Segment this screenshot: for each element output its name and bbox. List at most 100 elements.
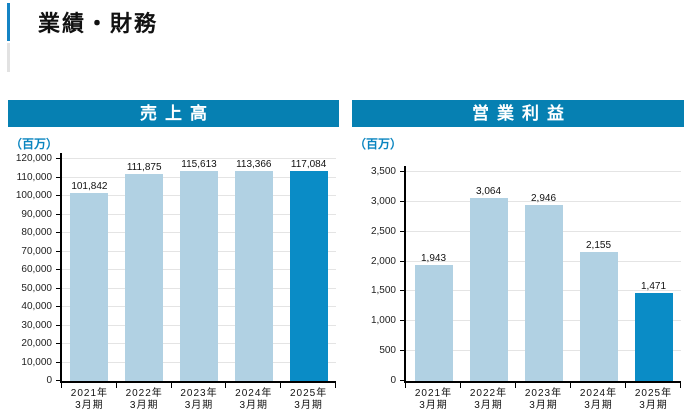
y-tick-label: 2,500 bbox=[370, 225, 396, 237]
y-tick-label: 1,500 bbox=[370, 285, 396, 297]
x-tick-label-period: 3月期 bbox=[75, 400, 104, 411]
operating-profit-chart-panel: 営業利益 （百万） 0 500 1,000 1,500 2,000 2,500 3,000 3… bbox=[352, 100, 684, 416]
bar-value-label: 1,943 bbox=[420, 253, 447, 264]
x-axis-tick bbox=[405, 383, 406, 388]
y-tick-label: 3,500 bbox=[370, 166, 396, 177]
x-tick-label-period: 3月期 bbox=[419, 400, 448, 411]
x-axis-tick bbox=[225, 383, 227, 388]
x-tick-label-period: 3月期 bbox=[239, 400, 269, 411]
x-tick-label-year: 2025年 bbox=[289, 388, 328, 399]
x-axis-line bbox=[60, 381, 336, 383]
y-tick-label: 3,000 bbox=[370, 195, 396, 207]
x-axis-tick bbox=[515, 383, 516, 388]
x-tick-label-year: 2021年 bbox=[414, 388, 453, 399]
y-tick-label: 500 bbox=[379, 345, 396, 357]
y-tick-label: 50,000 bbox=[21, 282, 52, 294]
chart-title-bar: 営業利益 bbox=[352, 100, 684, 127]
x-tick-label-year: 2021年 bbox=[70, 388, 109, 399]
bar bbox=[579, 252, 618, 381]
x-tick-label: 2023年 3月期 bbox=[516, 388, 571, 412]
bar-value-label: 1,471 bbox=[640, 281, 667, 292]
x-tick-label: 2021年 3月期 bbox=[62, 388, 117, 412]
bar-column: 1,471 bbox=[626, 172, 681, 381]
bar bbox=[289, 171, 328, 381]
bar-chart: 0 500 1,000 1,500 2,000 2,500 3,000 3,500 1,943… bbox=[352, 150, 684, 416]
x-tick-label: 2025年 3月期 bbox=[281, 388, 336, 412]
x-tick-label-year: 2022年 bbox=[125, 388, 163, 399]
bar-value-label: 117,084 bbox=[290, 159, 327, 170]
bar bbox=[524, 205, 563, 381]
y-axis-tick bbox=[56, 306, 62, 307]
y-tick-label: 2,000 bbox=[370, 255, 396, 267]
y-tick-label: 0 bbox=[390, 375, 396, 386]
y-axis-tick bbox=[400, 320, 406, 322]
accent-bar-gray bbox=[7, 43, 10, 72]
accent-bar-blue bbox=[7, 3, 10, 41]
x-tick-label-period: 3月期 bbox=[184, 400, 214, 411]
gridline bbox=[406, 171, 681, 172]
x-axis-tick bbox=[115, 383, 117, 388]
x-tick-label-period: 3月期 bbox=[639, 400, 668, 411]
y-tick-label: 110,000 bbox=[16, 171, 52, 183]
bar-value-label: 111,875 bbox=[126, 162, 162, 173]
x-axis-line bbox=[404, 381, 681, 383]
y-axis-tick bbox=[400, 230, 406, 232]
bar-column: 113,366 bbox=[226, 159, 281, 381]
plot-area: 101,842 111,875 115,613 113,366 117,084 bbox=[56, 150, 336, 388]
x-tick-label-year: 2023年 bbox=[180, 388, 218, 399]
x-tick-label: 2024年 3月期 bbox=[571, 388, 626, 412]
y-tick-label: 90,000 bbox=[21, 208, 52, 220]
y-axis-tick bbox=[56, 287, 62, 289]
x-tick-label-period: 3月期 bbox=[529, 400, 558, 411]
bar-value-label: 115,613 bbox=[181, 159, 217, 170]
y-axis-tick bbox=[400, 290, 406, 292]
bar-column: 2,155 bbox=[571, 172, 626, 381]
bar bbox=[125, 174, 164, 381]
x-tick-label: 2023年 3月期 bbox=[172, 388, 227, 412]
y-axis-tick bbox=[400, 171, 406, 172]
bar-column: 115,613 bbox=[172, 159, 227, 381]
y-axis-tick bbox=[400, 350, 406, 352]
bar-value-label: 2,155 bbox=[585, 240, 612, 251]
x-axis-tick bbox=[335, 383, 336, 388]
y-axis-tick bbox=[56, 176, 62, 178]
x-axis-tick bbox=[61, 383, 62, 388]
y-tick-label: 1,000 bbox=[370, 315, 396, 327]
x-tick-label: 2025年 3月期 bbox=[626, 388, 681, 412]
x-tick-label-year: 2025年 bbox=[634, 388, 673, 399]
bar-value-label: 2,946 bbox=[530, 193, 557, 204]
y-tick-label: 30,000 bbox=[21, 319, 52, 331]
x-tick-label-year: 2023年 bbox=[524, 388, 563, 399]
x-axis-tick bbox=[280, 383, 282, 388]
x-tick-label: 2021年 3月期 bbox=[406, 388, 461, 412]
y-tick-label: 10,000 bbox=[21, 356, 52, 368]
bar-value-label: 101,842 bbox=[71, 181, 108, 192]
x-tick-label-year: 2022年 bbox=[469, 388, 508, 399]
bar-column: 111,875 bbox=[117, 159, 172, 381]
y-axis-labels: 0 500 1,000 1,500 2,000 2,500 3,000 3,500 bbox=[352, 150, 400, 386]
x-tick-label-year: 2024年 bbox=[235, 388, 273, 399]
x-axis-tick bbox=[680, 383, 681, 388]
x-axis-tick bbox=[625, 383, 626, 388]
bars-area: 1,943 3,064 2,946 2,155 1,471 bbox=[406, 171, 681, 381]
y-tick-label: 70,000 bbox=[21, 245, 52, 257]
y-tick-label: 120,000 bbox=[15, 153, 52, 164]
y-tick-label: 0 bbox=[46, 375, 52, 386]
gridline bbox=[406, 200, 681, 202]
chart-title: 営業利益 bbox=[472, 104, 572, 123]
y-axis-tick bbox=[400, 200, 406, 202]
x-axis-tick bbox=[570, 383, 571, 388]
y-axis-line bbox=[404, 166, 406, 381]
y-tick-label: 100,000 bbox=[15, 190, 52, 201]
y-axis-line bbox=[60, 153, 62, 381]
bar bbox=[634, 293, 673, 381]
y-axis-tick bbox=[56, 343, 62, 344]
x-axis-tick bbox=[460, 383, 461, 388]
x-tick-label-period: 3月期 bbox=[294, 400, 323, 411]
page-header: 業績・財務 bbox=[0, 0, 692, 78]
bar bbox=[179, 171, 218, 381]
x-tick-label: 2022年 3月期 bbox=[117, 388, 172, 412]
bar-chart: 0 10,000 20,000 30,000 40,000 50,000 60,000 70,… bbox=[8, 150, 339, 416]
y-tick-label: 20,000 bbox=[21, 338, 52, 349]
bar-value-label: 3,064 bbox=[475, 186, 502, 197]
